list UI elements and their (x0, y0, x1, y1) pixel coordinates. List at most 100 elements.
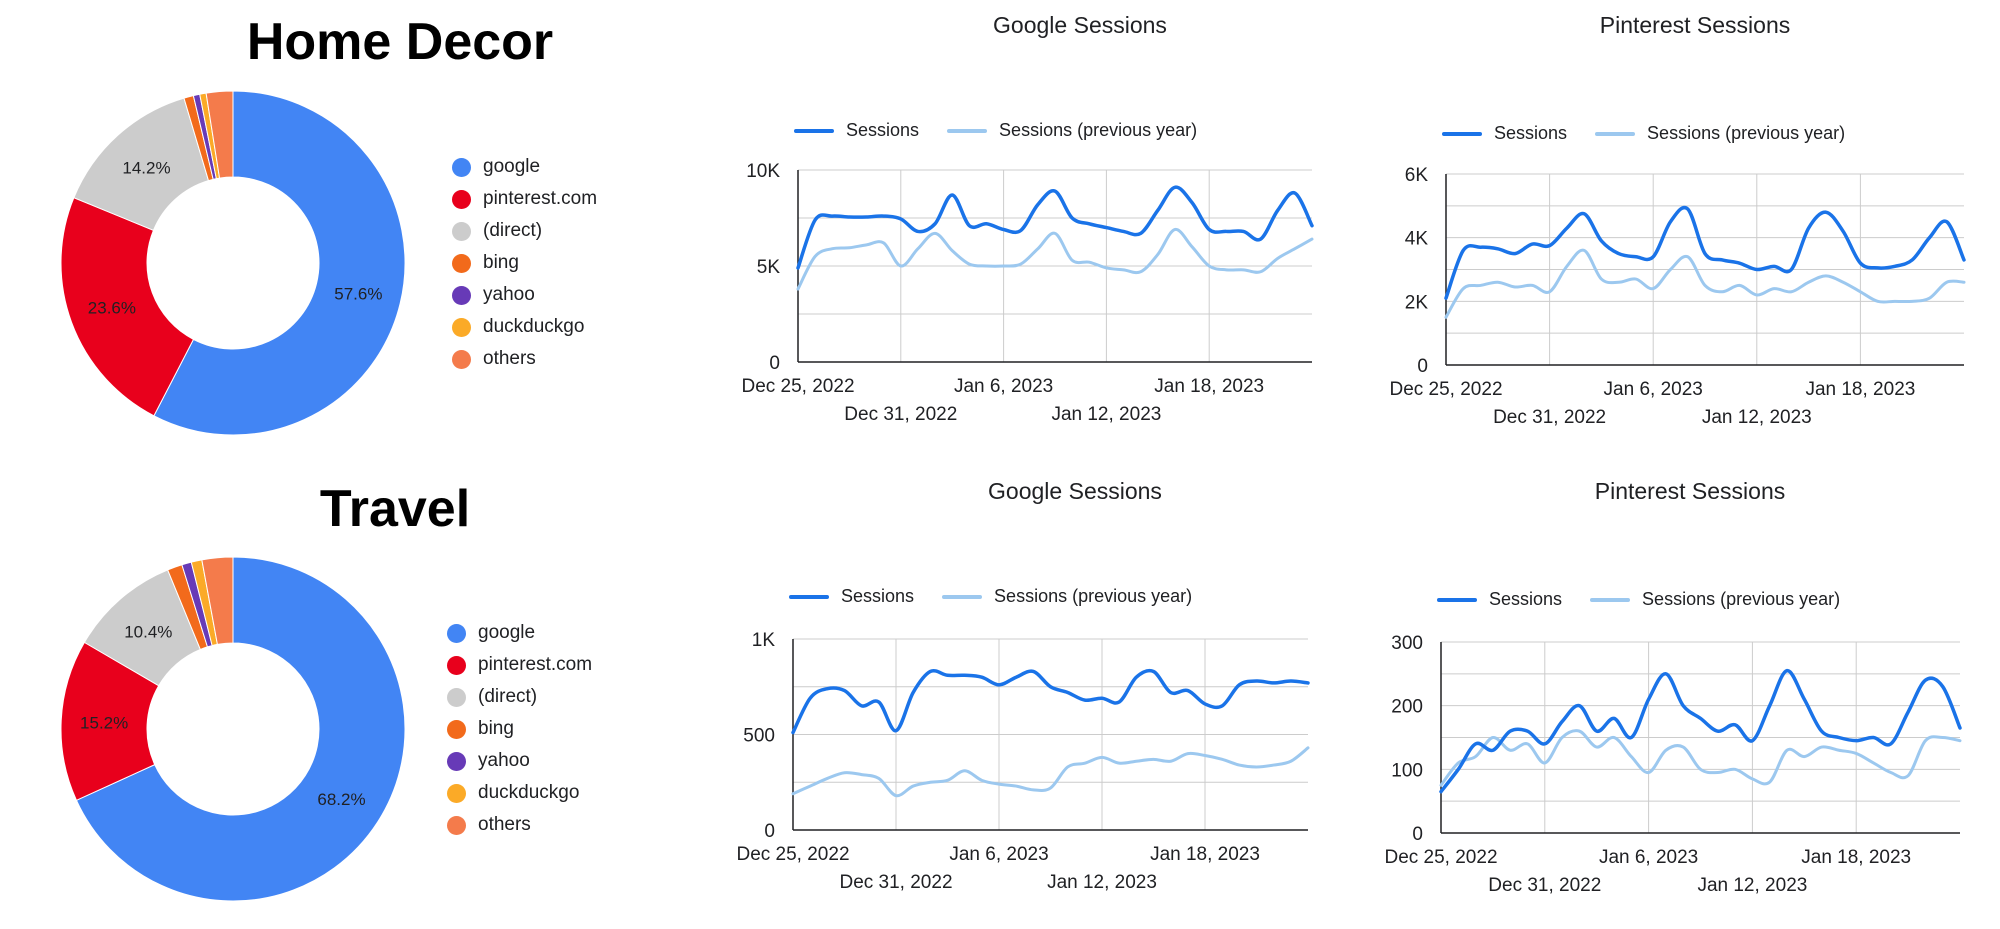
x-tick-label: Dec 31, 2022 (1493, 407, 1606, 428)
legend-item-yahoo: yahoo (452, 279, 597, 311)
legend-swatch (947, 128, 988, 133)
legend-dot (452, 317, 471, 337)
legend-dot (452, 221, 471, 241)
travel-pinterest-title: Pinterest Sessions (1594, 478, 1786, 504)
legend-dot (452, 253, 471, 273)
travel-donut: 68.2% 15.2% 10.4% (60, 556, 406, 902)
x-tick-label: Dec 25, 2022 (1384, 847, 1497, 868)
legend-label: (direct) (478, 686, 538, 707)
travel-pinterest-panel: Pinterest Sessions Sessions Sessions (pre… (1380, 466, 1990, 929)
y-tick-label: 10K (746, 161, 780, 182)
x-tick-label: Jan 18, 2023 (1801, 847, 1911, 868)
slice-label-pinterest-com: 23.6% (88, 298, 136, 317)
legend-dot (447, 687, 466, 707)
legend-item-google: google (447, 617, 592, 649)
legend-label: Sessions (previous year) (994, 586, 1193, 606)
x-tick-label: Dec 25, 2022 (736, 844, 849, 865)
series-line-sessions-previous-year (1439, 729, 1962, 787)
x-tick-label: Jan 18, 2023 (1154, 376, 1264, 397)
legend-item-yahoo: yahoo (447, 745, 592, 777)
travel-google-chart: 0 500 1K Dec 25, 2022 Dec 31, 2022 Jan 6, 202… (736, 630, 1310, 893)
legend-label: others (478, 814, 531, 835)
legend-dot (447, 719, 466, 739)
legend-label: Sessions (1494, 123, 1568, 143)
legend-swatch (789, 594, 829, 599)
legend-item-pinterest-com: pinterest.com (452, 183, 597, 215)
y-tick-label: 100 (1391, 760, 1423, 781)
legend-item-sessions-previous-year: Sessions (previous year) (947, 120, 1197, 141)
x-tick-label: Jan 12, 2023 (1051, 404, 1161, 425)
travel-pinterest-legend: Sessions Sessions (previous year) (1437, 589, 1868, 610)
legend-label: pinterest.com (483, 188, 598, 209)
series-line-sessions (791, 668, 1310, 735)
x-tick-label: Jan 18, 2023 (1150, 844, 1260, 865)
home-decor-google-panel: Google Sessions Sessions Sessions (previo… (730, 0, 1330, 460)
legend-dot (447, 815, 466, 835)
y-tick-label: 300 (1391, 633, 1423, 654)
legend-item-sessions-previous-year: Sessions (previous year) (1595, 123, 1845, 144)
legend-dot (447, 623, 466, 643)
travel-google-panel: Google Sessions Sessions Sessions (previo… (730, 466, 1330, 929)
legend-label: others (483, 348, 536, 369)
x-tick-label: Dec 31, 2022 (844, 404, 957, 425)
x-tick-label: Jan 12, 2023 (1047, 872, 1157, 893)
legend-item-bing: bing (447, 713, 592, 745)
slice-direct (73, 97, 210, 231)
home-decor-pinterest-panel: Pinterest Sessions Sessions Sessions (pre… (1380, 0, 1990, 460)
x-tick-label: Dec 31, 2022 (839, 872, 952, 893)
travel-pie-panel: Travel 68.2% 15.2% 10.4% google pinterest.c… (0, 466, 700, 929)
legend-swatch (942, 594, 983, 599)
home-decor-pie-panel: Home Decor 57.6% 23.6% 14.2% google pintere… (0, 0, 700, 460)
legend-label: Sessions (846, 120, 920, 140)
legend-item-others: others (452, 343, 597, 375)
legend-dot (447, 751, 466, 771)
legend-item-bing: bing (452, 247, 597, 279)
legend-swatch (1437, 597, 1477, 602)
legend-item-google: google (452, 151, 597, 183)
legend-item-duckduckgo: duckduckgo (447, 777, 592, 809)
slice-others (205, 90, 234, 179)
y-tick-label: 1K (752, 630, 776, 651)
series-line-sessions (1439, 668, 1962, 794)
legend-dot (452, 349, 471, 369)
travel-pinterest-chart: 0 100 200 300 Dec 25, 2022 Dec 31, 2022 Jan 6,… (1384, 633, 1962, 896)
legend-label: duckduckgo (483, 316, 585, 337)
x-tick-label: Dec 25, 2022 (1389, 379, 1502, 400)
y-tick-label: 200 (1391, 697, 1423, 718)
legend-item-sessions: Sessions (1437, 589, 1562, 610)
x-tick-label: Jan 6, 2023 (1604, 379, 1703, 400)
legend-label: (direct) (483, 220, 543, 241)
slice-label-direct: 14.2% (122, 158, 170, 177)
series-line-sessions (796, 185, 1314, 270)
x-tick-label: Dec 31, 2022 (1488, 875, 1601, 896)
home-decor-google-title: Google Sessions (993, 12, 1167, 38)
legend-label: google (483, 156, 541, 177)
legend-label: pinterest.com (478, 654, 593, 675)
x-tick-label: Jan 12, 2023 (1697, 875, 1807, 896)
legend-item-sessions-previous-year: Sessions (previous year) (942, 586, 1192, 607)
legend-item-direct: (direct) (447, 681, 592, 713)
legend-label: Sessions (1489, 589, 1563, 609)
legend-item-sessions: Sessions (789, 586, 914, 607)
travel-title: Travel (319, 480, 471, 538)
legend-label: google (478, 622, 536, 643)
series-line-sessions-previous-year (791, 746, 1310, 798)
legend-label: duckduckgo (478, 782, 580, 803)
legend-dot (447, 655, 466, 675)
travel-google-legend: Sessions Sessions (previous year) (789, 586, 1220, 607)
y-tick-label: 0 (1417, 356, 1428, 377)
series-line-sessions-previous-year (796, 228, 1314, 291)
legend-label: yahoo (478, 750, 530, 771)
home-decor-google-legend: Sessions Sessions (previous year) (794, 120, 1225, 141)
legend-item-sessions-previous-year: Sessions (previous year) (1590, 589, 1840, 610)
y-tick-label: 0 (764, 821, 775, 842)
travel-google-title: Google Sessions (988, 478, 1162, 504)
y-tick-label: 0 (1412, 824, 1423, 845)
legend-item-sessions: Sessions (1442, 123, 1567, 144)
slice-pinterest-com (60, 641, 160, 801)
y-tick-label: 500 (743, 726, 775, 747)
slice-label-pinterest-com: 15.2% (80, 714, 128, 733)
legend-swatch (1595, 131, 1636, 136)
home-decor-pinterest-chart: 0 2K 4K 6K Dec 25, 2022 Dec 31, 2022 Jan 6, 20… (1389, 165, 1966, 428)
legend-label: yahoo (483, 284, 535, 305)
